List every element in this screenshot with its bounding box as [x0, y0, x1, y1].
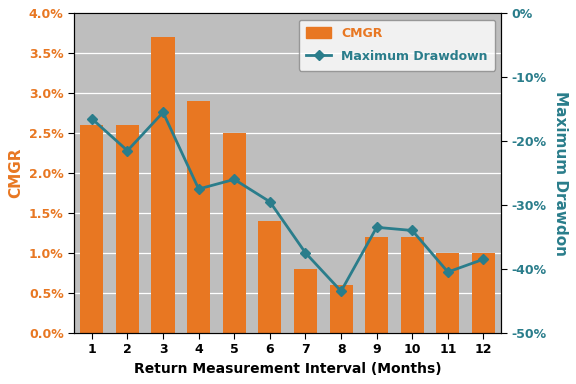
Bar [294, 269, 317, 333]
Bar [365, 237, 388, 333]
Bar [258, 221, 282, 333]
Bar [436, 253, 460, 333]
Bar [472, 253, 495, 333]
Legend: CMGR, Maximum Drawdown: CMGR, Maximum Drawdown [298, 20, 495, 71]
Y-axis label: CMGR: CMGR [8, 148, 24, 198]
Bar [80, 125, 104, 333]
Bar [223, 133, 246, 333]
Y-axis label: Maximum Drawdon: Maximum Drawdon [552, 91, 568, 255]
X-axis label: Return Measurement Interval (Months): Return Measurement Interval (Months) [134, 362, 441, 376]
Bar [401, 237, 424, 333]
Bar [151, 37, 175, 333]
Bar [329, 285, 353, 333]
Bar [187, 101, 210, 333]
Bar [116, 125, 139, 333]
